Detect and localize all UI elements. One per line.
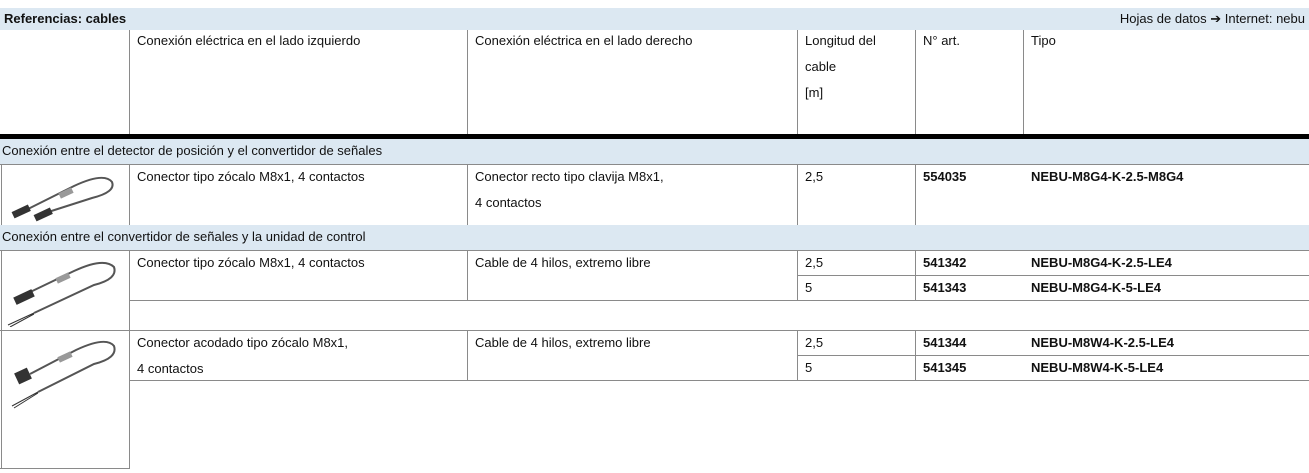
rule <box>1 164 2 225</box>
cable-length: 5 <box>805 360 813 375</box>
column-header: Tipo <box>1031 33 1056 48</box>
right-connection: Conector recto tipo clavija M8x1, <box>475 169 664 184</box>
rule <box>0 468 130 469</box>
cable-image <box>7 261 116 327</box>
page-title: Referencias: cables <box>4 11 127 26</box>
rule <box>797 275 1309 276</box>
header-rule <box>0 134 1309 139</box>
datasheet-note: Hojas de datos ➔ Internet: nebu <box>1119 11 1305 26</box>
rule <box>129 250 130 330</box>
cable-length: 2,5 <box>805 169 824 184</box>
column-header: N° art. <box>923 33 960 48</box>
right-connection: Cable de 4 hilos, extremo libre <box>475 255 651 270</box>
rule <box>0 330 1309 331</box>
left-connection: Conector tipo zócalo M8x1, 4 contactos <box>137 255 365 270</box>
rule <box>1023 30 1024 135</box>
rule <box>129 30 130 135</box>
rule <box>129 164 130 225</box>
right-connection: 4 contactos <box>475 195 542 210</box>
rule <box>797 164 798 225</box>
section-title: Conexión entre el convertidor de señales… <box>2 229 366 244</box>
article-number: 541343 <box>923 280 967 295</box>
rule <box>129 330 130 468</box>
left-connection: Conector tipo zócalo M8x1, 4 contactos <box>137 169 365 184</box>
title-bar <box>0 8 1309 30</box>
type-code: NEBU-M8G4-K-5-LE4 <box>1031 280 1162 295</box>
column-header: Conexión eléctrica en el lado izquierdo <box>137 33 361 48</box>
rule <box>467 164 468 225</box>
rule <box>129 380 1309 381</box>
article-number: 541344 <box>923 335 967 350</box>
cable-image <box>11 176 114 222</box>
type-code: NEBU-M8W4-K-2.5-LE4 <box>1031 335 1175 350</box>
column-header: cable <box>805 59 837 74</box>
column-header: Longitud del <box>805 33 876 48</box>
cable-image <box>11 340 116 409</box>
right-connection: Cable de 4 hilos, extremo libre <box>475 335 651 350</box>
rule <box>1 250 2 330</box>
left-connection: 4 contactos <box>137 361 204 376</box>
rule <box>467 330 468 380</box>
type-code: NEBU-M8G4-K-2.5-LE4 <box>1031 255 1172 270</box>
rule <box>467 30 468 135</box>
column-header: Conexión eléctrica en el lado derecho <box>475 33 693 48</box>
rule <box>797 30 798 135</box>
section-band <box>0 225 1309 250</box>
cable-length: 2,5 <box>805 335 824 350</box>
rule <box>915 164 916 225</box>
rule <box>0 164 1309 165</box>
rule <box>129 300 1309 301</box>
column-header: [m] <box>805 85 824 100</box>
rule <box>467 250 468 300</box>
rule <box>0 250 1309 251</box>
left-connection: Conector acodado tipo zócalo M8x1, <box>137 335 349 350</box>
cable-length: 2,5 <box>805 255 824 270</box>
rule <box>797 355 1309 356</box>
section-band <box>0 139 1309 164</box>
rule <box>915 30 916 135</box>
article-number: 541345 <box>923 360 967 375</box>
section-title: Conexión entre el detector de posición y… <box>2 143 383 158</box>
article-number: 554035 <box>923 169 967 184</box>
cable-length: 5 <box>805 280 813 295</box>
rule <box>1 330 2 468</box>
type-code: NEBU-M8W4-K-5-LE4 <box>1031 360 1164 375</box>
type-code: NEBU-M8G4-K-2.5-M8G4 <box>1031 169 1184 184</box>
article-number: 541342 <box>923 255 967 270</box>
